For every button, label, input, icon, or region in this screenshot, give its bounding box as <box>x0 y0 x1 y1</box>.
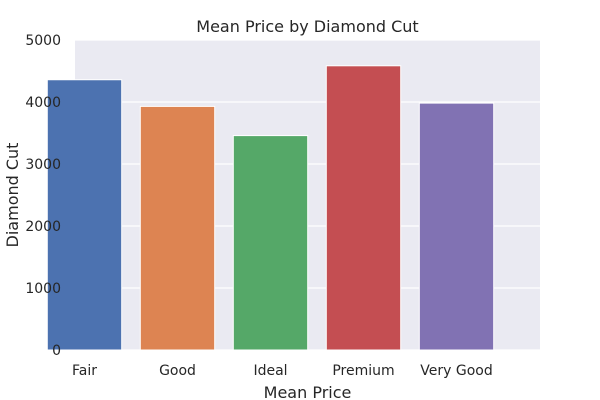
bar-ideal <box>232 135 309 351</box>
y-axis-label: Diamond Cut <box>3 143 22 248</box>
chart-title: Mean Price by Diamond Cut <box>196 17 418 36</box>
x-tick-label: Good <box>159 363 196 379</box>
bar-very-good <box>418 102 495 351</box>
bars-group <box>46 65 495 351</box>
y-tick-label: 5000 <box>25 33 61 49</box>
y-tick-label: 2000 <box>25 219 61 235</box>
y-tick-label: 3000 <box>25 157 61 173</box>
y-tick-label: 4000 <box>25 95 61 111</box>
x-tick-label: Premium <box>332 363 394 379</box>
x-tick-labels: Fair Good Ideal Premium Very Good <box>72 363 493 379</box>
bar-fair <box>46 79 123 351</box>
bar-premium <box>325 65 402 351</box>
y-tick-label: 0 <box>52 343 61 359</box>
bar-good <box>139 105 216 351</box>
x-tick-label: Ideal <box>253 363 287 379</box>
x-axis-label: Mean Price <box>264 383 352 400</box>
y-tick-labels: 0 1000 2000 3000 4000 5000 <box>25 33 61 359</box>
y-tick-label: 1000 <box>25 281 61 297</box>
x-tick-label: Fair <box>72 363 97 379</box>
x-tick-label: Very Good <box>420 363 492 379</box>
